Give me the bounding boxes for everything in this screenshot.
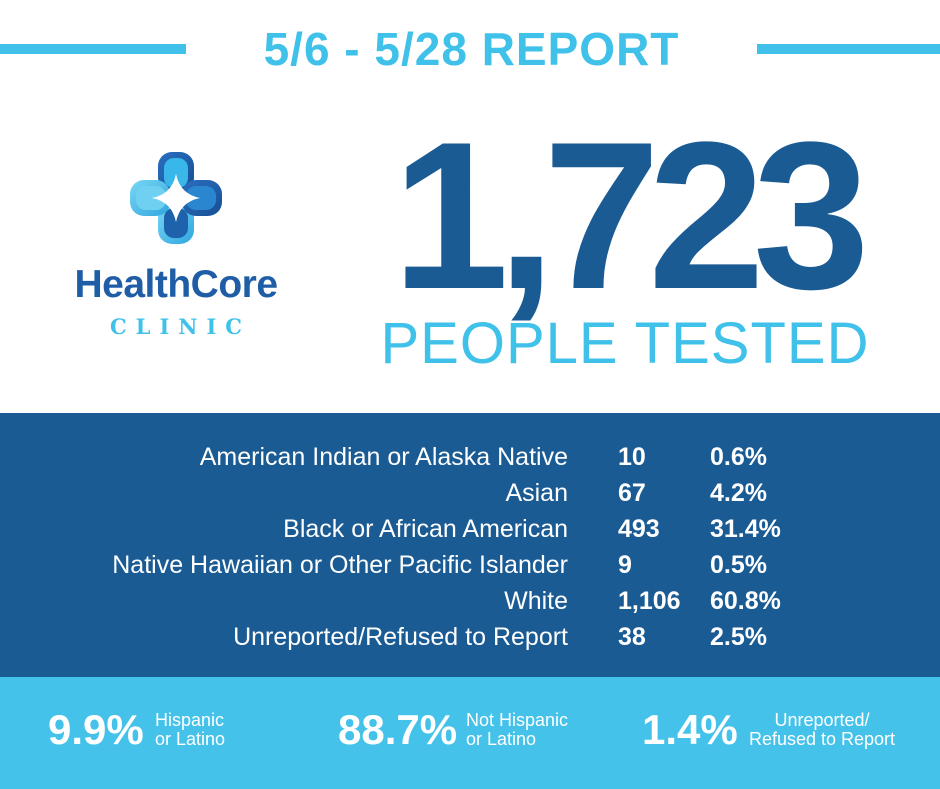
race-breakdown-panel xyxy=(0,413,940,677)
logo-subtitle: CLINIC xyxy=(109,314,252,339)
race-percent: 2.5% xyxy=(710,623,767,651)
ethnicity-label: Not Hispanic or Latino xyxy=(466,711,568,749)
ethnicity-value: 1.4% xyxy=(642,706,738,753)
cross-logo-icon xyxy=(130,152,222,244)
ethnicity-label-line2: Refused to Report xyxy=(748,729,896,749)
header-rule-right xyxy=(757,44,940,54)
race-row: American Indian or Alaska Native 10 0.6% xyxy=(0,439,940,475)
race-count: 10 xyxy=(618,443,646,471)
total-tested-value: 1,723 xyxy=(392,98,870,333)
race-count: 38 xyxy=(618,623,646,651)
logo-name: HealthCore xyxy=(74,263,278,306)
race-count: 9 xyxy=(618,551,632,579)
ethnicity-label: Unreported/ Refused to Report xyxy=(742,711,902,749)
race-count: 493 xyxy=(618,515,660,543)
ethnicity-band xyxy=(0,677,940,789)
race-row: Unreported/Refused to Report 38 2.5% xyxy=(0,619,940,655)
ethnicity-label-line2: or Latino xyxy=(466,729,537,749)
total-tested-label: PEOPLE TESTED xyxy=(380,311,870,376)
ethnicity-label-line1: Not Hispanic xyxy=(466,710,569,730)
ethnicity-value: 88.7% xyxy=(338,706,458,753)
race-label: Asian xyxy=(505,479,568,507)
race-label: Unreported/Refused to Report xyxy=(233,623,568,651)
race-label: Black or African American xyxy=(283,515,568,543)
race-count: 67 xyxy=(618,479,646,507)
race-percent: 60.8% xyxy=(710,587,781,615)
ethnicity-value: 9.9% xyxy=(48,706,144,753)
race-row: Black or African American 493 31.4% xyxy=(0,511,940,547)
race-percent: 0.6% xyxy=(710,443,767,471)
race-row: White 1,106 60.8% xyxy=(0,583,940,619)
ethnicity-label: Hispanic or Latino xyxy=(155,711,225,749)
race-label: Native Hawaiian or Other Pacific Islande… xyxy=(112,551,568,579)
ethnicity-label-line1: Unreported/ xyxy=(774,710,870,730)
race-label: White xyxy=(504,587,568,615)
race-label: American Indian or Alaska Native xyxy=(199,443,568,471)
header-rule-left xyxy=(0,44,186,54)
ethnicity-label-line2: or Latino xyxy=(155,729,226,749)
race-row: Asian 67 4.2% xyxy=(0,475,940,511)
race-percent: 0.5% xyxy=(710,551,767,579)
race-row: Native Hawaiian or Other Pacific Islande… xyxy=(0,547,940,583)
report-title: 5/6 - 5/28 REPORT xyxy=(263,23,680,75)
ethnicity-label-line1: Hispanic xyxy=(155,710,225,730)
race-count: 1,106 xyxy=(618,587,681,615)
race-percent: 4.2% xyxy=(710,479,767,507)
race-percent: 31.4% xyxy=(710,515,781,543)
